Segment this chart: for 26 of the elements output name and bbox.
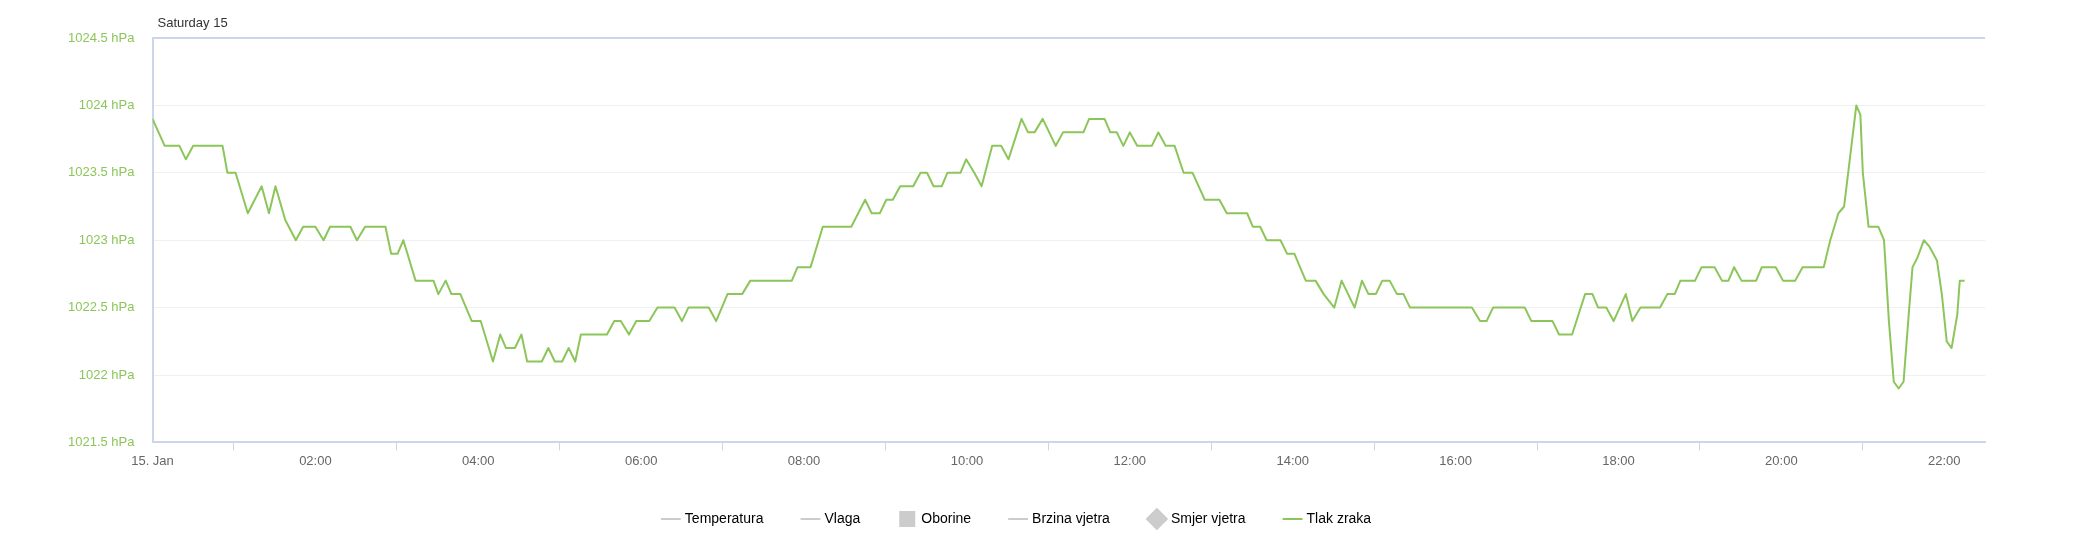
x-tick-label: 20:00 bbox=[1765, 452, 1798, 468]
legend-label: Tlak zraka bbox=[1306, 509, 1372, 526]
legend-label: Temperatura bbox=[684, 509, 764, 526]
x-tick-label: 15. Jan bbox=[131, 452, 174, 468]
x-tick-label: 18:00 bbox=[1602, 452, 1635, 468]
x-tick-label: 14:00 bbox=[1276, 452, 1309, 468]
x-tick-label: 22:00 bbox=[1928, 452, 1961, 468]
x-tick-label: 06:00 bbox=[624, 452, 658, 468]
x-tick-label: 08:00 bbox=[787, 452, 821, 468]
y-tick-label: 1022 hPa bbox=[78, 366, 136, 382]
y-tick-label: 1023.5 hPa bbox=[67, 164, 136, 180]
x-tick-label: 04:00 bbox=[462, 452, 495, 468]
legend-label: Vlaga bbox=[824, 509, 861, 526]
y-tick-label: 1023 hPa bbox=[78, 231, 136, 247]
x-tick-label: 12:00 bbox=[1113, 452, 1147, 468]
legend-label: Oborine bbox=[921, 509, 972, 526]
legend-label: Smjer vjetra bbox=[1170, 509, 1246, 526]
y-tick-label: 1024 hPa bbox=[78, 96, 136, 112]
text: Saturday 15 bbox=[157, 15, 228, 31]
y-tick-label: 1021.5 hPa bbox=[67, 433, 136, 449]
legend-label: Brzina vjetra bbox=[1032, 509, 1111, 526]
y-tick-label: 1024.5 hPa bbox=[67, 29, 136, 45]
x-tick-label: 10:00 bbox=[950, 452, 984, 468]
y-tick-label: 1022.5 hPa bbox=[67, 299, 136, 315]
x-tick-label: 16:00 bbox=[1439, 452, 1472, 468]
x-tick-label: 02:00 bbox=[299, 452, 332, 468]
